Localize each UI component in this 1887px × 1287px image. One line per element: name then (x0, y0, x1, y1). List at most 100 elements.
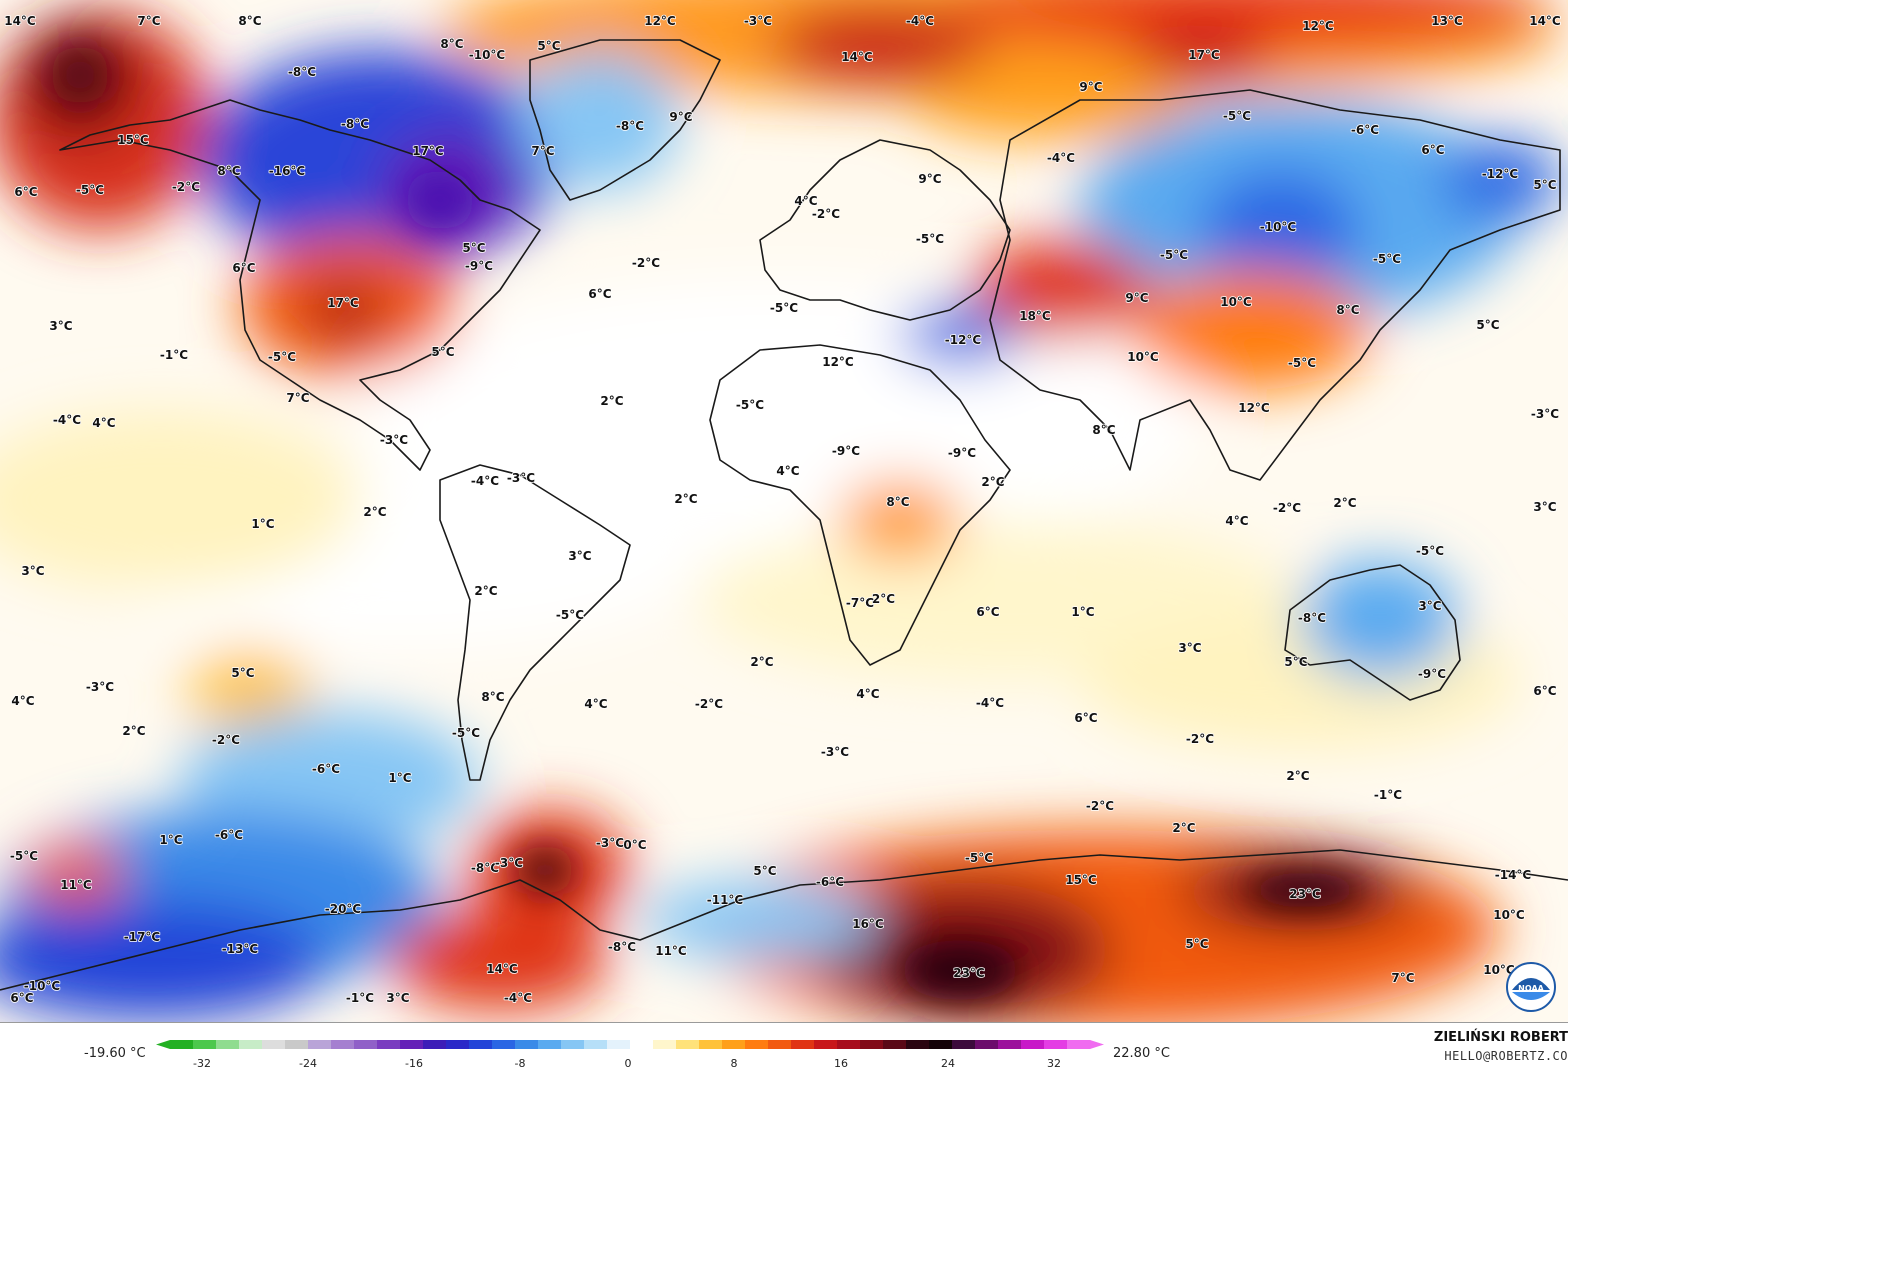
temperature-label: 2°C (363, 505, 386, 519)
temperature-labels: 14°C 7°C 8°C 12°C -3°C -4°C 12°C 13°C 14°C 8°C -10… (3, 13, 1561, 1006)
temperature-label: -14°C (1495, 868, 1532, 882)
scale-color-step (791, 1040, 815, 1049)
scale-tick-label: -32 (193, 1057, 211, 1070)
scale-color-step (285, 1040, 309, 1049)
scale-tick-label: -8 (515, 1057, 526, 1070)
temperature-label: 23°C (1289, 887, 1321, 901)
scale-color-step (584, 1040, 608, 1049)
temperature-label: -8°C (288, 65, 316, 79)
temperature-label: -12°C (1482, 167, 1519, 181)
scale-color-step (561, 1040, 585, 1049)
temperature-label: -2°C (695, 697, 723, 711)
scale-max-label: 22.80 °C (1113, 1046, 1170, 1061)
temperature-label: -4°C (1047, 151, 1075, 165)
temperature-label: 18°C (1019, 309, 1051, 323)
temperature-label: 6°C (1074, 711, 1097, 725)
temperature-label: -5°C (1288, 356, 1316, 370)
noaa-logo-text: NOAA (1518, 984, 1544, 993)
temperature-label: 17°C (327, 296, 359, 310)
temperature-label: 4°C (92, 416, 115, 430)
temperature-label: 12°C (822, 355, 854, 369)
temperature-label: 6°C (232, 261, 255, 275)
temperature-label: -10°C (1260, 220, 1297, 234)
temperature-label: 8°C (217, 164, 240, 178)
temperature-label: 1°C (388, 771, 411, 785)
temperature-label: 2°C (674, 492, 697, 506)
temperature-label: 4°C (584, 697, 607, 711)
scale-color-step (653, 1040, 677, 1049)
scale-tick-label: 24 (941, 1057, 955, 1070)
temperature-label: -3°C (1531, 407, 1559, 421)
temperature-label: 5°C (1185, 937, 1208, 951)
temperature-label: 8°C (1092, 423, 1115, 437)
temperature-label: 4°C (11, 694, 34, 708)
scale-color-step (308, 1040, 332, 1049)
temperature-label: -9°C (948, 446, 976, 460)
temperature-label: 16°C (852, 917, 884, 931)
temperature-label: 2°C (1286, 769, 1309, 783)
temperature-label: 7°C (1391, 971, 1414, 985)
antarctica-outline (0, 849, 1568, 991)
scale-color-step (998, 1040, 1022, 1049)
noaa-logo: NOAA (1506, 962, 1556, 1012)
temperature-label: 4°C (1225, 514, 1248, 528)
author-name: ZIELIŃSKI ROBERT (1433, 1030, 1568, 1045)
scale-color-step (630, 1040, 654, 1049)
temperature-label: 9°C (1125, 291, 1148, 305)
color-scale-bar (156, 1040, 1104, 1049)
scale-tick-label: -24 (299, 1057, 317, 1070)
temperature-label: 12°C (1238, 401, 1270, 415)
temperature-label: 13°C (1431, 14, 1463, 28)
temperature-label: 7°C (286, 391, 309, 405)
south-america-outline (439, 464, 631, 781)
temperature-label: 10°C (1220, 295, 1252, 309)
temperature-label: 5°C (431, 345, 454, 359)
temperature-label: -2°C (212, 733, 240, 747)
temperature-anomaly-map: 14°C 7°C 8°C 12°C -3°C -4°C 12°C 13°C 14°C 8°C -10… (0, 0, 1568, 1022)
temperature-label: 14°C (841, 50, 873, 64)
temperature-label: 2°C (1333, 496, 1356, 510)
temperature-label: 5°C (1284, 655, 1307, 669)
africa-outline (709, 344, 1011, 666)
temperature-label: -4°C (976, 696, 1004, 710)
temperature-label: -2°C (632, 256, 660, 270)
temperature-label: 2°C (122, 724, 145, 738)
temperature-label: 17°C (412, 144, 444, 158)
temperature-label: 4°C (776, 464, 799, 478)
map-canvas: 14°C 7°C 8°C 12°C -3°C -4°C 12°C 13°C 14°C 8°C -10… (0, 0, 1568, 1022)
scale-color-step (722, 1040, 746, 1049)
scale-color-step (676, 1040, 700, 1049)
temperature-label: 9°C (1079, 80, 1102, 94)
scale-color-step (331, 1040, 355, 1049)
temperature-label: 2°C (1172, 821, 1195, 835)
scale-color-step (906, 1040, 930, 1049)
temperature-label: 12°C (644, 14, 676, 28)
temperature-label: 3°C (49, 319, 72, 333)
temperature-label: -4°C (504, 991, 532, 1005)
temperature-label: -5°C (268, 350, 296, 364)
scale-color-step (607, 1040, 631, 1049)
temperature-label: 3°C (21, 564, 44, 578)
scale-color-step (515, 1040, 539, 1049)
temperature-label: -3°C (596, 836, 624, 850)
temperature-label: 0°C (623, 838, 646, 852)
temperature-label: 1°C (1071, 605, 1094, 619)
temperature-label: -10°C (469, 48, 506, 62)
temperature-label: 15°C (1065, 873, 1097, 887)
temperature-label: 3°C (386, 991, 409, 1005)
temperature-label: 12°C (1302, 19, 1334, 33)
temperature-label: -1°C (160, 348, 188, 362)
temperature-label: -2°C (172, 180, 200, 194)
scale-color-step (239, 1040, 263, 1049)
scale-color-step (400, 1040, 424, 1049)
scale-min-label: -19.60 °C (84, 1046, 146, 1061)
scale-arrow-right (1090, 1040, 1104, 1049)
temperature-label: 8°C (1336, 303, 1359, 317)
scale-color-step (377, 1040, 401, 1049)
scale-tick-label: 16 (834, 1057, 848, 1070)
temperature-label: -4°C (471, 474, 499, 488)
scale-arrow-left (156, 1040, 170, 1049)
temperature-label: 5°C (1533, 178, 1556, 192)
temperature-label: 5°C (753, 864, 776, 878)
scale-color-step (1021, 1040, 1045, 1049)
